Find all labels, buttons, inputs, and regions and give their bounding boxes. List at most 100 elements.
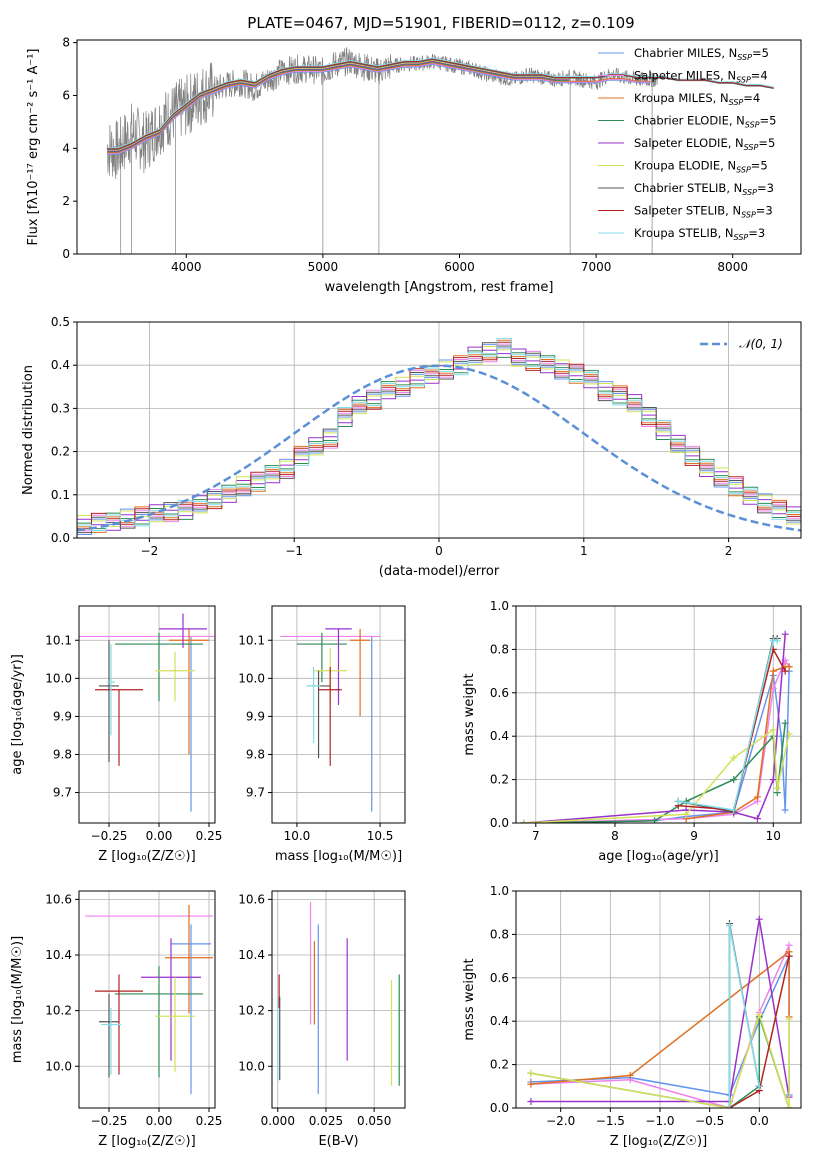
x-tick-label: 8000 xyxy=(717,260,748,274)
panel-massweight-vs-Z: −2.0 −1.5 −1.0 −0.5 0.0 0.0 0.2 0.4 0.6 0.8 1.0 Z [… xyxy=(462,884,802,1149)
y-tick-label: 0.0 xyxy=(51,531,70,545)
x-tick-label: 10.0 xyxy=(284,829,311,843)
panel-massweight-vs-age: 7 8 9 10 0.0 0.2 0.4 0.6 0.8 1.0 age [log₁₀(age/yr… xyxy=(462,599,802,864)
errorbar-point xyxy=(101,1007,121,1075)
weight-series xyxy=(527,948,793,1088)
weight-marker xyxy=(773,637,781,645)
axes-frame xyxy=(271,890,406,1109)
y-tick-label: 2 xyxy=(62,194,70,208)
x-tick-label: 6000 xyxy=(444,260,475,274)
axes-frame xyxy=(78,890,216,1109)
weight-marker xyxy=(781,667,789,675)
y-tick-label: 10.0 xyxy=(238,1059,265,1073)
y-tick-label: 1.0 xyxy=(490,884,509,898)
weight-marker xyxy=(520,819,528,823)
y-tick-label: 9.8 xyxy=(246,747,265,761)
figure-title: PLATE=0467, MJD=51901, FIBERID=0112, z=0… xyxy=(247,14,634,32)
plot-area xyxy=(77,337,801,538)
model-fit-line xyxy=(107,59,774,150)
weight-marker xyxy=(753,815,761,823)
x-tick-label: 0.025 xyxy=(309,1114,343,1128)
errorbar-point xyxy=(107,644,115,736)
x-tick-label: 2 xyxy=(725,544,733,558)
errorbar-point xyxy=(165,904,213,1014)
y-tick-label: 0 xyxy=(62,247,70,261)
weight-marker xyxy=(527,1097,535,1105)
x-tick-label: 0.00 xyxy=(146,1114,173,1128)
legend-entry: Kroupa STELIB, NSSP=3 xyxy=(634,226,765,242)
errorbar-point xyxy=(141,938,201,1061)
legend-entry: Chabrier STELIB, NSSP=3 xyxy=(634,181,774,197)
panel-age-vs-mass: 10.0 10.5 9.7 9.8 9.9 10.0 10.1 mass [log₁₀(M/M… xyxy=(238,605,406,864)
weight-series xyxy=(726,920,763,1108)
weight-marker xyxy=(781,630,789,638)
y-tick-label: 0.0 xyxy=(490,816,509,830)
y-tick-label: 10.6 xyxy=(45,892,72,906)
weight-marker xyxy=(769,667,777,675)
y-tick-label: 10.1 xyxy=(238,633,265,647)
weight-marker xyxy=(527,1069,535,1077)
weight-marker xyxy=(785,1104,793,1108)
x-axis-label: mass [log₁₀(M/M☉)] xyxy=(275,849,402,864)
y-tick-label: 0.5 xyxy=(51,315,70,329)
y-tick-label: 4 xyxy=(62,141,70,155)
model-fit-line xyxy=(107,63,651,154)
panel-age-vs-Z: −0.25 0.00 0.25 9.7 9.8 9.9 10.0 10.1 Z [log₁₀(Z… xyxy=(10,605,223,864)
x-tick-label: 0.0 xyxy=(750,1114,769,1128)
y-axis-label: Flux [fλ10⁻¹⁷ erg cm⁻² s⁻¹ A⁻¹] xyxy=(26,49,41,246)
x-tick-label: 8 xyxy=(611,829,619,843)
weight-marker xyxy=(527,1080,535,1088)
y-tick-label: 0.2 xyxy=(490,1058,509,1072)
weight-marker xyxy=(773,784,781,792)
model-fit-line xyxy=(107,59,569,151)
panel-mass-vs-Z: −0.25 0.00 0.25 10.0 10.2 10.4 10.6 Z [log₁₀(Z/… xyxy=(10,890,223,1149)
y-tick-label: 6 xyxy=(62,88,70,102)
legend-entry: 𝒩(0, 1) xyxy=(739,337,783,351)
errorbar-point xyxy=(159,613,207,648)
y-tick-label: 0.4 xyxy=(490,729,509,743)
model-fit-line xyxy=(107,60,569,152)
x-tick-label: −1.5 xyxy=(596,1114,625,1128)
y-tick-label: 0.6 xyxy=(490,686,509,700)
errorbar-point xyxy=(155,977,195,1072)
weight-marker xyxy=(682,797,690,805)
y-tick-label: 9.9 xyxy=(246,709,265,723)
legend-entry: Salpeter MILES, NSSP=4 xyxy=(634,69,768,85)
y-tick-label: 0.2 xyxy=(490,773,509,787)
y-tick-label: 8 xyxy=(62,36,70,50)
weight-series-line xyxy=(678,639,778,811)
y-axis-label: Normed distribution xyxy=(21,365,36,495)
y-axis-label: mass [log₁₀(M/M☉)] xyxy=(10,936,25,1063)
y-tick-label: 0.6 xyxy=(490,971,509,985)
axes-frame xyxy=(271,605,406,824)
weight-marker xyxy=(781,719,789,727)
y-tick-label: 9.8 xyxy=(53,747,72,761)
x-tick-label: 0.25 xyxy=(196,1114,223,1128)
plot-area xyxy=(527,915,793,1108)
weight-marker xyxy=(785,730,793,738)
errorbar-point xyxy=(306,666,321,744)
model-fit-line xyxy=(107,58,774,150)
legend-entry: Chabrier ELODIE, NSSP=5 xyxy=(634,114,776,130)
histogram-series xyxy=(77,337,801,538)
y-tick-label: 0.4 xyxy=(490,1014,509,1028)
errorbar-point xyxy=(115,966,203,1078)
x-tick-label: 0.050 xyxy=(357,1114,391,1128)
errorbar-point xyxy=(171,924,211,1095)
weight-marker xyxy=(785,1015,793,1023)
x-tick-label: −2 xyxy=(141,544,159,558)
normal-reference-curve xyxy=(77,364,801,532)
x-tick-label: 0.25 xyxy=(196,829,223,843)
weight-series-line xyxy=(678,647,786,811)
x-tick-label: 0.00 xyxy=(146,829,173,843)
errorbar-point xyxy=(318,666,342,766)
axes-frame xyxy=(76,39,802,255)
errorbar-point xyxy=(325,628,352,705)
x-tick-label: 4000 xyxy=(171,260,202,274)
x-tick-label: −1.0 xyxy=(645,1114,674,1128)
weight-marker xyxy=(674,797,682,805)
weight-series-line xyxy=(523,634,786,823)
errorbar-point xyxy=(155,651,195,702)
weight-series-line xyxy=(530,919,790,1103)
